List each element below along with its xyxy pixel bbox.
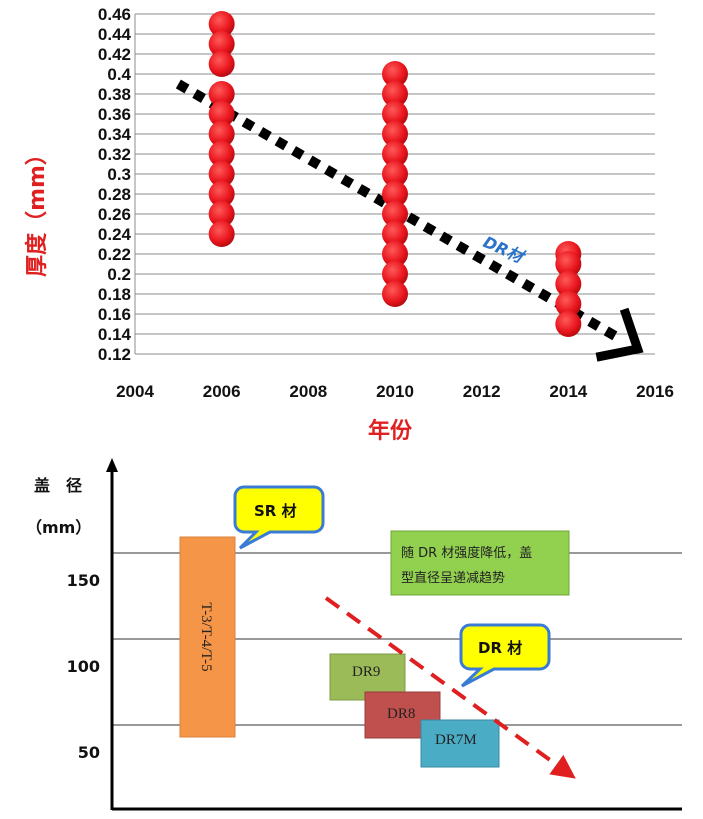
trend-note-line-1: 随 DR 材强度降低，盖 — [401, 545, 532, 561]
chart1-point — [208, 221, 235, 247]
bar-label-dr8: DR8 — [387, 706, 415, 722]
chart1-y-tick-label: 0.2 — [107, 265, 131, 284]
chart1-x-tick-label: 2006 — [203, 382, 241, 401]
chart2-trend-arrow — [324, 596, 576, 779]
chart1-point — [382, 281, 408, 307]
bar-dr7m: DR7M — [420, 719, 500, 768]
chart1-point — [382, 61, 408, 87]
callout-dr-text: DR 材 — [478, 639, 522, 657]
chart1-point — [208, 31, 235, 57]
chart1-x-tick-label: 2016 — [636, 382, 674, 401]
chart1-y-tick-label: 0.18 — [98, 285, 131, 304]
thickness-scatter-chart: 0.120.140.160.180.20.220.240.260.280.30.… — [24, 5, 674, 444]
chart2-y-tick-labels: 50 100 150 — [67, 571, 100, 762]
chart1-point — [208, 101, 235, 127]
bar-t3-t4-t5: T-3/T-4/T-5 — [179, 536, 236, 738]
x-axis-title: 年份 — [368, 418, 413, 444]
chart1-point — [208, 161, 235, 187]
chart1-y-tick-label: 0.26 — [98, 205, 131, 224]
chart1-point — [382, 121, 408, 147]
chart1-y-tick-label: 0.12 — [98, 345, 131, 364]
chart1-y-tick-label: 0.22 — [98, 245, 131, 264]
chart1-y-tick-label: 0.3 — [107, 165, 131, 184]
chart1-y-tick-label: 0.16 — [98, 305, 131, 324]
chart1-point — [555, 251, 582, 277]
chart1-point — [382, 181, 408, 207]
chart1-trend-arrowhead — [595, 307, 644, 362]
chart1-x-tick-label: 2008 — [289, 382, 327, 401]
chart2-y-tick-label: 100 — [67, 657, 100, 676]
chart1-y-tick-label: 0.38 — [98, 85, 131, 104]
chart1-y-tick-label: 0.24 — [98, 225, 132, 244]
callout-sr-text: SR 材 — [254, 502, 297, 520]
chart1-point — [382, 241, 408, 267]
chart1-y-tick-label: 0.14 — [98, 325, 132, 344]
trend-note-line-2: 型直径呈递减趋势 — [401, 570, 505, 586]
trend-label-dr: DR材 — [480, 232, 528, 267]
chart1-point — [208, 141, 235, 167]
chart1-x-tick-label: 2010 — [376, 382, 414, 401]
chart2-y-axis-title: 盖 径 — [34, 476, 82, 495]
chart1-y-tick-label: 0.42 — [98, 45, 131, 64]
bar-label-dr9: DR9 — [352, 664, 380, 680]
chart1-x-tick-label: 2012 — [463, 382, 501, 401]
chart1-point — [382, 141, 408, 167]
trend-note: 随 DR 材强度降低，盖 型直径呈递减趋势 — [390, 530, 570, 596]
chart1-point — [208, 11, 235, 37]
callout-sr: SR 材 — [233, 485, 325, 550]
y-axis-title: 厚度（mm） — [24, 143, 50, 277]
chart1-point — [382, 201, 408, 227]
chart1-point — [382, 81, 408, 107]
chart1-y-tick-label: 0.36 — [98, 105, 131, 124]
chart1-point — [382, 261, 408, 287]
chart1-point — [208, 181, 235, 207]
chart1-point — [208, 51, 235, 77]
chart1-point — [555, 311, 582, 337]
chart1-x-tick-label: 2004 — [116, 382, 154, 401]
chart1-y-tick-label: 0.44 — [98, 25, 132, 44]
chart1-point — [208, 121, 235, 147]
chart1-point — [382, 221, 408, 247]
chart2-y-axis-arrowhead — [106, 458, 118, 472]
chart1-point — [208, 201, 235, 227]
chart1-point — [208, 81, 235, 107]
callout-dr: DR 材 — [459, 623, 551, 688]
cap-diameter-chart: 盖 径 （mm） 50 100 150 T-3/T-4/T-5 DR9 DR8 DR… — [26, 458, 682, 811]
chart1-point — [555, 291, 582, 317]
chart1-x-tick-label: 2014 — [549, 382, 587, 401]
chart1-x-tick-labels: 2004 2006 2008 2010 2012 2014 2016 — [116, 382, 674, 401]
chart1-y-tick-label: 0.34 — [98, 125, 132, 144]
chart2-y-axis-unit: （mm） — [26, 518, 91, 537]
chart1-points — [208, 11, 582, 337]
chart1-point — [382, 161, 408, 187]
chart2-y-tick-label: 150 — [67, 571, 100, 590]
bar-label-dr7m: DR7M — [435, 732, 477, 748]
bar-label-t3-t4-t5: T-3/T-4/T-5 — [198, 602, 214, 671]
chart1-point — [382, 101, 408, 127]
chart1-y-tick-label: 0.46 — [98, 5, 131, 24]
chart1-y-tick-label: 0.32 — [98, 145, 131, 164]
chart1-point — [555, 271, 582, 297]
chart1-y-tick-label: 0.28 — [98, 185, 131, 204]
chart2-y-tick-label: 50 — [78, 743, 100, 762]
chart1-y-tick-label: 0.4 — [107, 65, 131, 84]
chart1-y-tick-labels: 0.120.140.160.180.20.220.240.260.280.30.… — [98, 5, 132, 364]
